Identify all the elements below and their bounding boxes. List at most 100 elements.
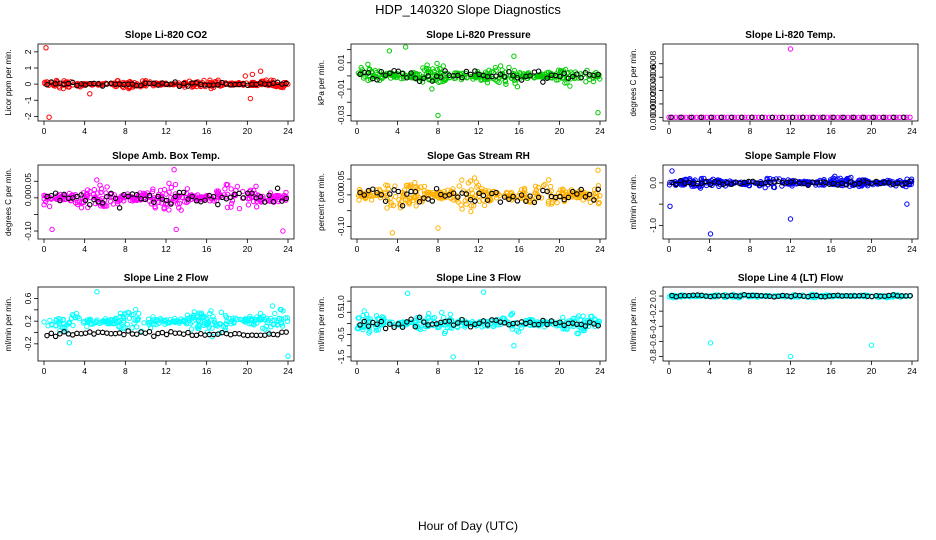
data-point (84, 317, 91, 323)
data-point (718, 114, 725, 121)
data-point (786, 114, 793, 121)
x-tick-label: 0 (42, 244, 47, 254)
data-point (166, 207, 172, 213)
data-point (468, 208, 474, 215)
data-point (561, 70, 567, 77)
data-point (459, 206, 465, 212)
data-point (134, 317, 141, 324)
data-point (669, 179, 675, 186)
data-point (429, 86, 435, 92)
data-point (183, 321, 190, 327)
data-point (459, 316, 465, 323)
data-point (95, 329, 102, 335)
data-point (153, 322, 159, 328)
data-point (514, 75, 521, 81)
data-point (468, 203, 474, 209)
data-point (455, 72, 461, 79)
data-point (855, 114, 861, 121)
y-tick-label: -1.0 (648, 218, 658, 233)
data-point (688, 114, 694, 121)
x-tick-label: 20 (867, 244, 877, 254)
data-point (138, 82, 144, 89)
data-point (250, 198, 257, 205)
data-point (125, 328, 131, 334)
x-tick-label: 8 (748, 126, 753, 136)
data-point (693, 114, 700, 121)
data-point (112, 195, 119, 202)
data-point (577, 324, 583, 331)
y-tick-label: 0.0 (648, 177, 658, 189)
data-point (416, 78, 423, 85)
data-point (893, 114, 899, 121)
data-point (728, 181, 735, 188)
data-point (847, 179, 854, 185)
x-tick-label: 8 (123, 244, 128, 254)
data-point (787, 46, 794, 52)
y-axis-label: percent per min. (317, 173, 326, 231)
data-point (211, 319, 218, 325)
data-point (125, 193, 131, 200)
data-point (804, 179, 810, 186)
data-point (425, 196, 431, 202)
data-point (476, 320, 482, 326)
data-point (796, 179, 802, 185)
x-tick-label: 0 (42, 366, 47, 376)
data-point (158, 193, 165, 199)
y-tick-label: 2 (23, 49, 33, 54)
panel-5: Slope Gas Stream RH percent per min. 0 4 8 12… (317, 151, 607, 254)
panel-title: Slope Li-820 Pressure (426, 30, 531, 41)
data-point (384, 205, 390, 211)
figure-title: HDP_140320 Slope Diagnostics (375, 2, 561, 17)
data-point (95, 80, 102, 87)
x-tick-label: 20 (867, 366, 877, 376)
data-point (557, 319, 563, 325)
data-point (496, 79, 502, 86)
data-point (703, 178, 709, 185)
x-tick-label: 0 (42, 126, 47, 136)
data-points (41, 289, 291, 359)
data-point (48, 79, 55, 85)
data-point (236, 190, 242, 197)
data-point (595, 186, 601, 193)
data-point (463, 191, 470, 197)
data-point (501, 74, 508, 80)
data-point (84, 323, 90, 330)
data-point (104, 330, 110, 336)
data-point (817, 114, 824, 121)
data-point (104, 184, 110, 190)
data-point (416, 196, 422, 203)
data-point (163, 197, 170, 204)
data-point (196, 317, 202, 323)
y-tick-label: -0.03 (336, 105, 346, 125)
data-point (548, 318, 555, 324)
x-tick-label: 8 (123, 366, 128, 376)
x-tick-label: 4 (395, 366, 400, 376)
data-point (586, 191, 593, 198)
data-point (133, 197, 140, 203)
data-point (555, 67, 562, 73)
panel-title: Slope Sample Flow (745, 151, 836, 162)
data-point (274, 322, 280, 328)
data-point (409, 71, 416, 78)
x-tick-label: 4 (707, 126, 712, 136)
data-point (78, 192, 84, 198)
data-point (388, 75, 394, 81)
data-point (49, 226, 55, 233)
x-tick-label: 16 (826, 126, 836, 136)
data-point (166, 180, 172, 187)
data-point (506, 196, 512, 203)
data-point (458, 71, 464, 78)
data-point (365, 315, 371, 322)
data-point (361, 318, 368, 325)
y-tick-label: 0.0008 (648, 50, 658, 76)
y-tick-label: 0.05 (23, 173, 33, 190)
panel-7: Slope Line 2 Flow ml/min per min. 0 4 8 12 16 2… (4, 273, 295, 376)
data-point (246, 320, 252, 327)
data-point (41, 202, 47, 208)
data-point (181, 199, 188, 205)
data-point (396, 72, 402, 78)
data-point (116, 205, 123, 211)
x-tick-label: 0 (667, 366, 672, 376)
data-point (171, 167, 177, 173)
x-tick-label: 24 (283, 366, 293, 376)
